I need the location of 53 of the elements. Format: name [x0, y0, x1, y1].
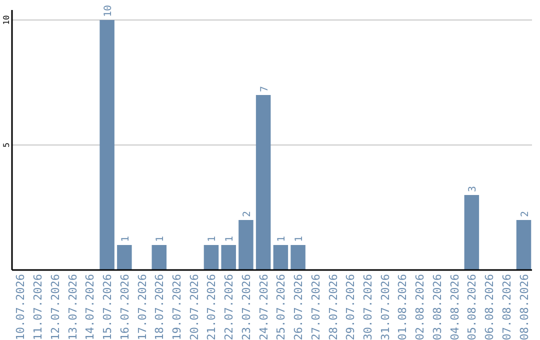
data-label: 1	[294, 236, 306, 242]
bar	[152, 245, 167, 270]
data-label: 1	[224, 236, 236, 242]
x-tick-label: 05.08.2026	[466, 274, 479, 340]
x-tick-label: 23.07.2026	[240, 274, 253, 340]
x-tick-label: 25.07.2026	[274, 274, 288, 340]
x-tick-label: 10.07.2026	[14, 274, 28, 340]
data-label: 1	[120, 236, 132, 242]
x-tick-label: 13.07.2026	[66, 274, 80, 340]
x-tick-label: 19.07.2026	[170, 274, 184, 340]
data-label: 3	[468, 186, 479, 192]
x-tick-label: 28.07.2026	[326, 274, 340, 340]
bar	[273, 245, 288, 270]
x-tick-label: 30.07.2026	[361, 274, 374, 340]
y-tick-label: 5	[2, 142, 11, 148]
x-tick-label: 02.08.2026	[414, 274, 427, 340]
x-tick-label: 03.08.2026	[430, 274, 444, 340]
data-label: 1	[155, 236, 166, 242]
x-tick-label: 26.07.2026	[292, 274, 306, 340]
data-label: 1	[207, 236, 218, 242]
bar	[204, 245, 219, 270]
x-tick-label: 18.07.2026	[153, 274, 166, 340]
data-label: 1	[276, 236, 288, 242]
x-tick-label: 24.07.2026	[257, 274, 270, 340]
x-tick-label: 22.07.2026	[222, 274, 236, 340]
bar	[516, 220, 532, 270]
bar	[221, 245, 236, 270]
x-tick-label: 15.07.2026	[101, 274, 114, 340]
x-tick-label: 06.08.2026	[483, 274, 496, 340]
data-label: 10	[103, 4, 114, 17]
x-tick-label: 17.07.2026	[136, 274, 149, 340]
x-tick-label: 08.08.2026	[518, 274, 531, 340]
data-label: 2	[242, 210, 253, 217]
x-tick-label: 11.07.2026	[32, 274, 45, 340]
x-tick-label: 01.08.2026	[396, 274, 410, 340]
bar	[290, 245, 306, 270]
bar	[100, 20, 114, 270]
x-tick-label: 29.07.2026	[344, 274, 358, 340]
data-label: 2	[520, 210, 531, 217]
x-tick-label: 16.07.2026	[118, 274, 132, 340]
bar	[238, 220, 254, 270]
bar	[256, 95, 271, 270]
data-label: 7	[259, 86, 270, 92]
x-tick-label: 12.07.2026	[48, 274, 62, 340]
x-tick-label: 07.08.2026	[500, 274, 514, 340]
bar	[464, 195, 480, 270]
x-tick-label: 20.07.2026	[188, 274, 201, 340]
bar	[117, 245, 132, 270]
x-tick-label: 31.07.2026	[378, 274, 392, 340]
x-tick-label: 04.08.2026	[448, 274, 462, 340]
x-tick-label: 21.07.2026	[205, 274, 218, 340]
x-tick-label: 27.07.2026	[309, 274, 322, 340]
x-tick-label: 14.07.2026	[84, 274, 97, 340]
